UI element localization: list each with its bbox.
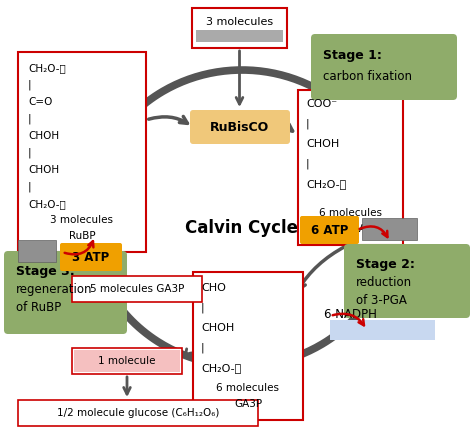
Bar — [330, 320, 435, 340]
Text: |: | — [28, 114, 32, 124]
FancyBboxPatch shape — [190, 110, 290, 144]
Text: 3 molecules: 3 molecules — [206, 17, 273, 27]
Text: |: | — [306, 159, 310, 169]
Text: 5 molecules GA3P: 5 molecules GA3P — [90, 284, 184, 294]
Text: |: | — [28, 148, 32, 158]
Text: of 3-PGA: of 3-PGA — [356, 293, 407, 307]
Text: Stage 1:: Stage 1: — [323, 50, 382, 62]
FancyBboxPatch shape — [4, 251, 127, 334]
FancyBboxPatch shape — [311, 34, 457, 100]
Text: GA3P: GA3P — [234, 399, 262, 409]
Text: CH₂O-Ⓟ: CH₂O-Ⓟ — [306, 179, 346, 189]
Text: 3 ATP: 3 ATP — [73, 251, 109, 263]
Bar — [18, 240, 56, 262]
Text: CH₂O-Ⓟ: CH₂O-Ⓟ — [28, 199, 66, 209]
Bar — [362, 218, 417, 240]
Text: Stage 3:: Stage 3: — [16, 265, 75, 277]
Text: 6 molecules: 6 molecules — [217, 383, 280, 393]
Text: reduction: reduction — [356, 276, 412, 289]
Text: |: | — [306, 119, 310, 129]
Text: CHOH: CHOH — [28, 131, 59, 141]
Bar — [192, 8, 287, 48]
Text: 6 NADPH: 6 NADPH — [324, 307, 377, 320]
Bar — [18, 52, 146, 252]
Text: 1 molecule: 1 molecule — [98, 356, 156, 366]
Text: 6 ATP: 6 ATP — [311, 224, 348, 236]
Text: 6 molecules: 6 molecules — [319, 208, 382, 218]
Text: CHOH: CHOH — [28, 165, 59, 175]
Bar — [193, 272, 303, 420]
Bar — [196, 30, 283, 42]
Bar — [74, 350, 180, 372]
FancyBboxPatch shape — [60, 243, 122, 271]
Text: |: | — [201, 343, 205, 353]
Text: carbon fixation: carbon fixation — [323, 69, 412, 82]
Text: regeneration: regeneration — [16, 283, 92, 296]
Text: 3 molecules: 3 molecules — [51, 215, 113, 225]
Text: CH₂O-Ⓟ: CH₂O-Ⓟ — [201, 363, 241, 373]
FancyBboxPatch shape — [344, 244, 470, 318]
Text: CHOH: CHOH — [306, 139, 339, 149]
Bar — [298, 90, 403, 245]
Text: RuBP: RuBP — [69, 231, 95, 241]
Text: of RuBP: of RuBP — [16, 300, 61, 313]
Text: CHOH: CHOH — [201, 323, 234, 333]
Text: |: | — [28, 182, 32, 192]
Text: C=O: C=O — [28, 97, 52, 107]
Text: RuBisCO: RuBisCO — [210, 120, 270, 133]
Text: COO⁻: COO⁻ — [306, 99, 337, 109]
Text: 3-PGA: 3-PGA — [335, 224, 366, 234]
Text: |: | — [201, 303, 205, 313]
Bar — [72, 348, 182, 374]
Text: Calvin Cycle: Calvin Cycle — [185, 219, 299, 237]
Text: CHO: CHO — [201, 283, 226, 293]
FancyBboxPatch shape — [300, 216, 359, 244]
Text: Stage 2:: Stage 2: — [356, 258, 415, 270]
Bar — [72, 276, 202, 302]
Text: |: | — [28, 80, 32, 90]
Text: 1/2 molecule glucose (C₆H₁₂O₆): 1/2 molecule glucose (C₆H₁₂O₆) — [57, 408, 219, 418]
Text: CH₂O-Ⓟ: CH₂O-Ⓟ — [28, 63, 66, 73]
Bar — [18, 400, 258, 426]
